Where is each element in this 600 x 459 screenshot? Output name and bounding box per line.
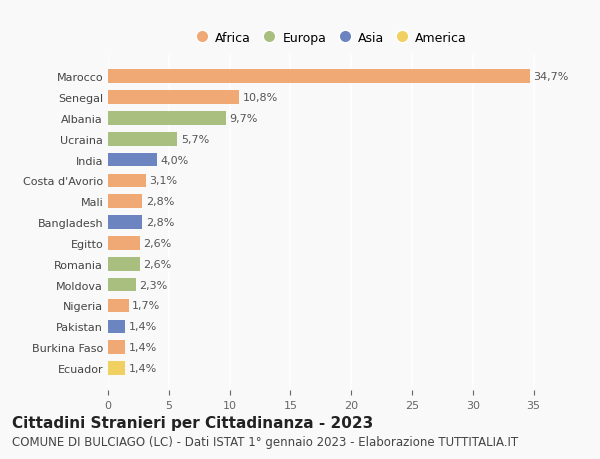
Text: 34,7%: 34,7%	[533, 72, 569, 82]
Bar	[108, 174, 146, 188]
Text: 1,7%: 1,7%	[133, 301, 161, 311]
Bar	[108, 70, 530, 84]
Text: 2,6%: 2,6%	[143, 259, 172, 269]
Text: 10,8%: 10,8%	[243, 93, 278, 103]
Legend: Africa, Europa, Asia, America: Africa, Europa, Asia, America	[196, 28, 470, 48]
Bar	[108, 237, 140, 250]
Text: Cittadini Stranieri per Cittadinanza - 2023: Cittadini Stranieri per Cittadinanza - 2…	[12, 415, 373, 430]
Text: COMUNE DI BULCIAGO (LC) - Dati ISTAT 1° gennaio 2023 - Elaborazione TUTTITALIA.I: COMUNE DI BULCIAGO (LC) - Dati ISTAT 1° …	[12, 435, 518, 448]
Text: 3,1%: 3,1%	[149, 176, 178, 186]
Text: 2,6%: 2,6%	[143, 238, 172, 248]
Bar	[108, 216, 142, 230]
Bar	[108, 91, 239, 105]
Text: 1,4%: 1,4%	[128, 322, 157, 331]
Bar	[108, 299, 128, 313]
Bar	[108, 153, 157, 167]
Bar	[108, 320, 125, 333]
Text: 2,3%: 2,3%	[140, 280, 168, 290]
Bar	[108, 278, 136, 292]
Text: 9,7%: 9,7%	[230, 114, 258, 123]
Bar	[108, 341, 125, 354]
Text: 4,0%: 4,0%	[160, 155, 188, 165]
Text: 2,8%: 2,8%	[146, 197, 174, 207]
Bar	[108, 361, 125, 375]
Text: 5,7%: 5,7%	[181, 134, 209, 145]
Text: 1,4%: 1,4%	[128, 363, 157, 373]
Bar	[108, 257, 140, 271]
Bar	[108, 133, 178, 146]
Text: 2,8%: 2,8%	[146, 218, 174, 228]
Text: 1,4%: 1,4%	[128, 342, 157, 353]
Bar	[108, 195, 142, 208]
Bar	[108, 112, 226, 125]
